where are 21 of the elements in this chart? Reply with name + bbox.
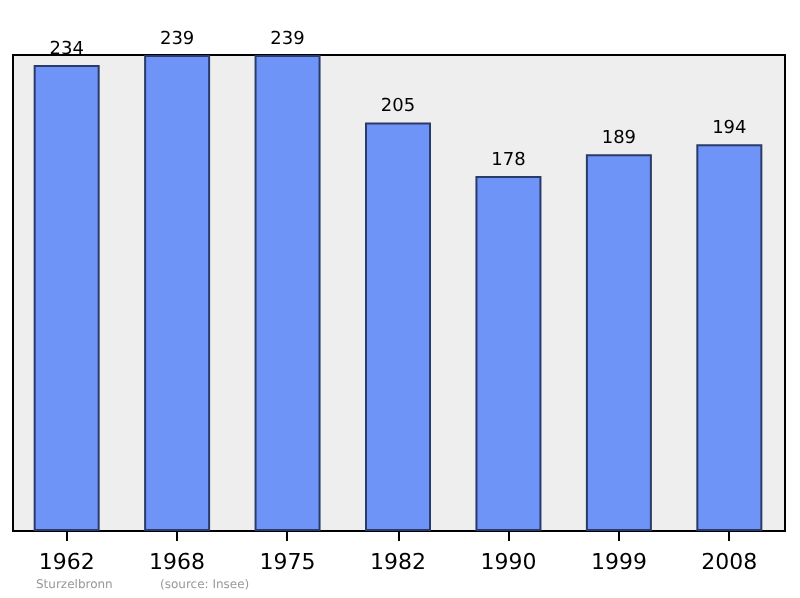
x-tick-label: 1990 xyxy=(480,549,537,575)
bar xyxy=(365,122,431,531)
bar xyxy=(254,54,321,531)
x-tick-label: 1975 xyxy=(259,549,316,575)
x-tick-label: 1968 xyxy=(149,549,206,575)
data-label: 239 xyxy=(159,29,195,50)
data-label: 194 xyxy=(712,119,748,140)
bar xyxy=(33,64,100,531)
data-label: 234 xyxy=(49,39,85,60)
x-tick-label: 1962 xyxy=(38,549,95,575)
bar xyxy=(144,54,211,531)
bar xyxy=(475,175,542,531)
data-label: 178 xyxy=(491,150,527,171)
bar xyxy=(696,144,763,531)
data-label: 189 xyxy=(601,129,637,150)
x-tick-label: 1982 xyxy=(370,549,426,575)
data-label: 239 xyxy=(270,29,306,50)
data-label: 205 xyxy=(380,97,416,118)
x-tick-label: 2008 xyxy=(701,549,758,575)
bar xyxy=(585,154,652,531)
x-tick-label: 1999 xyxy=(590,549,647,575)
